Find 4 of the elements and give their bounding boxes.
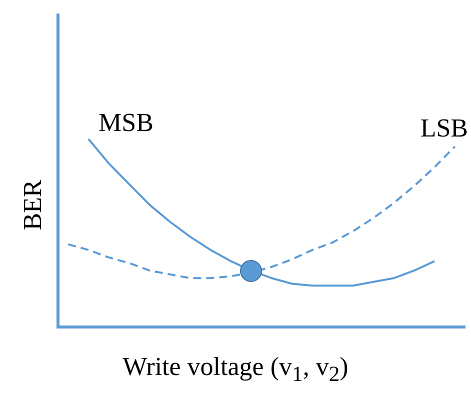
y-axis-title: BER: [18, 178, 48, 232]
series-label: MSB: [98, 108, 154, 137]
x-axis-title: Write voltage (v$_{1}$, v$_{2}$): [122, 352, 350, 388]
series-label: LSB: [420, 113, 468, 142]
